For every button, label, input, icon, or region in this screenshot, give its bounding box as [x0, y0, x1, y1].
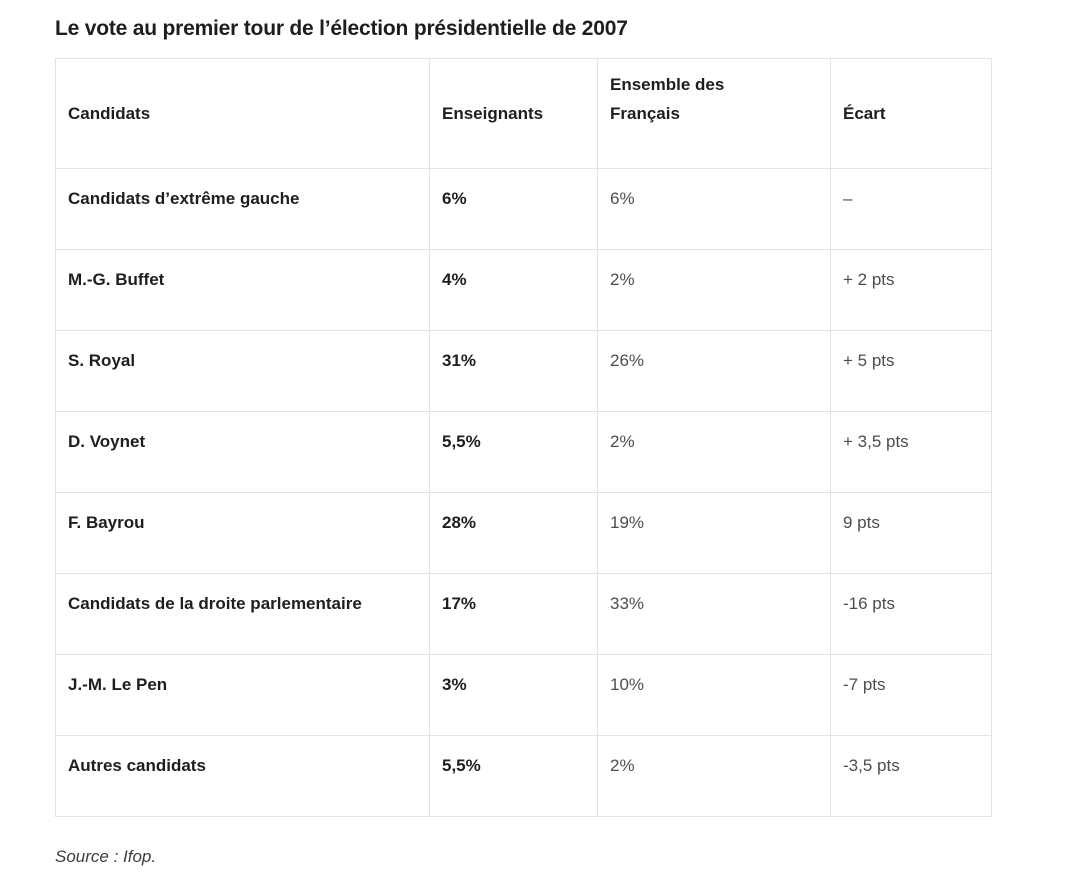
col-header-label: Ensemble des Français — [610, 75, 725, 123]
table-row: D. Voynet 5,5% 2% + 3,5 pts — [55, 411, 992, 493]
cell-candidat: M.-G. Buffet — [55, 249, 430, 331]
cell-enseignants: 17% — [429, 573, 598, 655]
cell-candidat: D. Voynet — [55, 411, 430, 493]
cell-ecart: + 3,5 pts — [830, 411, 992, 493]
cell-ecart: + 5 pts — [830, 330, 992, 412]
table-row: S. Royal 31% 26% + 5 pts — [55, 330, 992, 412]
col-header-label: Enseignants — [442, 104, 544, 123]
cell-ecart: -7 pts — [830, 654, 992, 736]
cell-ecart: – — [830, 168, 992, 250]
cell-ensemble: 2% — [597, 249, 831, 331]
cell-candidat: F. Bayrou — [55, 492, 430, 574]
cell-candidat: Candidats de la droite parlementaire — [55, 573, 430, 655]
table-row: J.-M. Le Pen 3% 10% -7 pts — [55, 654, 992, 736]
cell-candidat: J.-M. Le Pen — [55, 654, 430, 736]
cell-enseignants: 3% — [429, 654, 598, 736]
table-row: F. Bayrou 28% 19% 9 pts — [55, 492, 992, 574]
cell-candidat: S. Royal — [55, 330, 430, 412]
col-header-ecart: Écart — [830, 58, 992, 169]
table-row: M.-G. Buffet 4% 2% + 2 pts — [55, 249, 992, 331]
cell-enseignants: 31% — [429, 330, 598, 412]
cell-ensemble: 19% — [597, 492, 831, 574]
col-header-label: Écart — [843, 104, 886, 123]
cell-ecart: + 2 pts — [830, 249, 992, 331]
cell-ensemble: 6% — [597, 168, 831, 250]
table-row: Candidats de la droite parlementaire 17%… — [55, 573, 992, 655]
page-title: Le vote au premier tour de l’élection pr… — [55, 17, 628, 40]
cell-enseignants: 28% — [429, 492, 598, 574]
cell-candidat: Candidats d’extrême gauche — [55, 168, 430, 250]
cell-ensemble: 33% — [597, 573, 831, 655]
table-row: Autres candidats 5,5% 2% -3,5 pts — [55, 735, 992, 817]
cell-enseignants: 6% — [429, 168, 598, 250]
cell-enseignants: 4% — [429, 249, 598, 331]
col-header-candidats: Candidats — [55, 58, 430, 169]
cell-ecart: -3,5 pts — [830, 735, 992, 817]
header-row: Candidats Enseignants Ensemble des Franç… — [55, 58, 992, 169]
table-row: Candidats d’extrême gauche 6% 6% – — [55, 168, 992, 250]
cell-ensemble: 2% — [597, 735, 831, 817]
cell-enseignants: 5,5% — [429, 411, 598, 493]
col-header-ensemble-francais: Ensemble des Français — [597, 58, 831, 169]
article-page: Le vote au premier tour de l’élection pr… — [55, 17, 992, 866]
cell-ensemble: 10% — [597, 654, 831, 736]
cell-enseignants: 5,5% — [429, 735, 598, 817]
cell-ecart: -16 pts — [830, 573, 992, 655]
source-caption: Source : Ifop. — [55, 847, 157, 866]
cell-candidat: Autres candidats — [55, 735, 430, 817]
cell-ecart: 9 pts — [830, 492, 992, 574]
col-header-enseignants: Enseignants — [429, 58, 598, 169]
col-header-label: Candidats — [68, 104, 151, 123]
election-results-table: Candidats Enseignants Ensemble des Franç… — [55, 58, 992, 817]
cell-ensemble: 26% — [597, 330, 831, 412]
cell-ensemble: 2% — [597, 411, 831, 493]
